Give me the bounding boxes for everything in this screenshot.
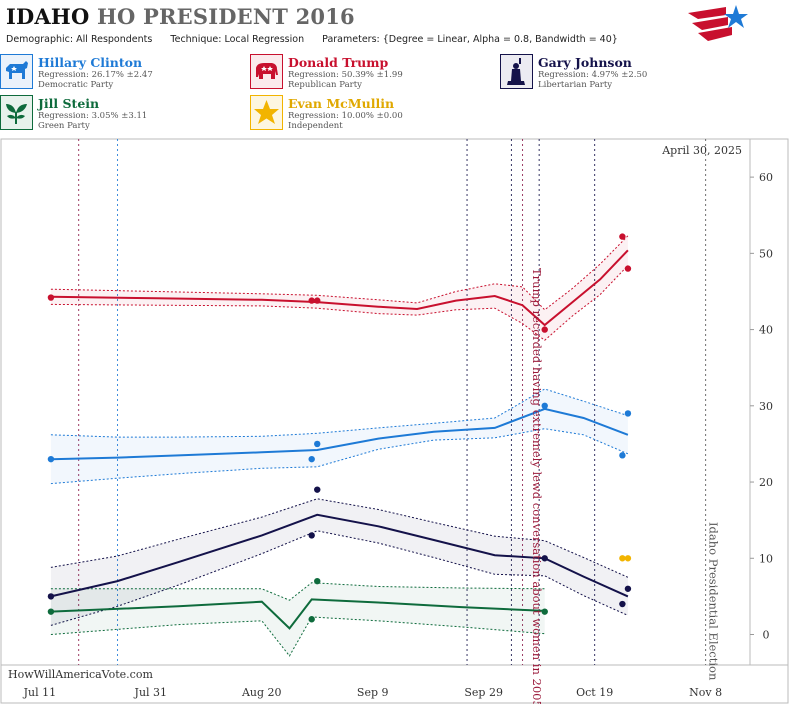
y-tick-label: 20 [759,476,773,489]
parameters-label: Parameters: [322,34,380,45]
technique-value: Local Regression [224,34,305,45]
confidence-band [50,498,628,626]
candidate-name: Donald Trump [288,55,389,70]
confidence-band [50,389,628,484]
x-tick-label: Sep 29 [464,686,503,699]
upper-bound-line [50,582,545,601]
candidate-card-trump[interactable]: Donald Trump Regression: 50.39% ±1.99 Re… [250,54,498,91]
trend-line [50,513,629,598]
candidate-name: Evan McMullin [288,96,395,111]
poll-point [308,532,315,539]
parameters-value: {Degree = Linear, Alpha = 0.8, Bandwidth… [382,34,618,45]
chart-area: 0 10 20 30 40 50 60 Jul 11 Jul 31 Aug 20 Sep 9 Sep … [0,138,789,704]
candidate-party: Independent [288,121,343,131]
donkey-icon [0,54,33,89]
y-tick-label: 50 [759,247,773,260]
candidate-regression: Regression: 50.39% ±1.99 [288,70,403,80]
star-icon [250,95,283,130]
upper-bound-line [50,498,629,578]
poll-point [541,402,548,410]
candidate-name: Gary Johnson [538,55,632,70]
technique-label: Technique: [170,34,222,45]
upper-bound-line [50,235,629,311]
candidate-regression: Regression: 4.97% ±2.50 [538,70,648,80]
candidate-regression: Regression: 3.05% ±3.11 [38,111,148,121]
candidate-name: Hillary Clinton [38,55,143,70]
y-tick-label: 10 [759,552,773,565]
poll-point [314,577,321,585]
poll-point [314,440,321,448]
liberty-statue-icon [500,54,533,89]
title-rest: HO PRESIDENT 2016 [96,4,355,29]
y-tick-label: 60 [759,171,773,184]
regression-chart: 0 10 20 30 40 50 60 Jul 11 Jul 31 Aug 20 Sep 9 Sep … [0,138,789,704]
candidate-party: Democratic Party [38,80,114,90]
poll-point [541,326,548,333]
watermark-text: HowWillAmericaVote.com [8,668,153,681]
leaf-icon [0,95,33,130]
candidate-party: Republican Party [288,80,362,90]
poll-point [619,600,626,608]
poll-point [47,608,55,615]
poll-point [314,486,321,493]
date-label: April 30, 2025 [661,144,742,157]
poll-point [541,608,548,615]
x-tick-label: Sep 9 [357,686,389,699]
candidate-regression: Regression: 26.17% ±2.47 [38,70,153,80]
x-tick-label: Nov 8 [689,686,722,699]
y-tick-label: 30 [759,400,773,413]
x-tick-label: Oct 19 [576,686,613,699]
x-tick-label: Aug 20 [241,686,282,699]
poll-point [541,555,548,562]
page-title: IDAHO HO PRESIDENT 2016 [6,4,355,29]
elephant-icon [250,54,283,89]
candidate-party: Green Party [38,121,90,131]
poll-point [47,455,55,463]
lower-bound-line [50,530,629,626]
poll-point [47,593,55,600]
title-state: IDAHO [6,4,90,29]
meta-row: Demographic: All Respondents Technique: … [6,34,618,45]
candidate-card-stein[interactable]: Jill Stein Regression: 3.05% ±3.11 Green… [0,95,248,132]
candidate-card-mcmullin[interactable]: Evan McMullin Regression: 10.00% ±0.00 I… [250,95,498,132]
trend-line [50,249,629,327]
poll-point [619,555,626,562]
demographic-value: All Respondents [76,34,153,45]
trend-line [50,598,545,630]
y-tick-label: 0 [763,629,770,642]
confidence-band [50,235,628,341]
poll-point [314,297,321,304]
poll-point [624,585,632,592]
poll-point [619,452,626,459]
demographic-label: Demographic: [6,34,74,45]
poll-point [624,410,632,417]
x-tick-label: Jul 31 [134,686,168,699]
poll-point [624,555,632,562]
lower-bound-line [50,265,629,341]
confidence-band [50,582,545,656]
site-logo-icon [688,5,748,43]
y-tick-label: 40 [759,324,773,337]
poll-point [308,297,315,304]
x-tick-label: Jul 11 [23,686,57,699]
poll-point [308,616,315,623]
poll-point [619,233,626,240]
candidate-regression: Regression: 10.00% ±0.00 [288,111,403,121]
candidate-card-johnson[interactable]: Gary Johnson Regression: 4.97% ±2.50 Lib… [500,54,748,91]
candidate-card-clinton[interactable]: Hillary Clinton Regression: 26.17% ±2.47… [0,54,248,91]
chart-header: IDAHO HO PRESIDENT 2016 Demographic: All… [0,0,789,140]
candidate-party: Libertarian Party [538,80,613,90]
candidate-name: Jill Stein [38,96,100,111]
lower-bound-line [50,616,545,657]
poll-point [47,294,55,301]
poll-point [624,265,632,272]
annotation-label: Idaho Presidential Election [707,522,721,681]
trend-line [50,407,629,461]
poll-point [308,455,315,463]
annotation-label: Trump recorded having extremely lewd con… [530,268,544,704]
